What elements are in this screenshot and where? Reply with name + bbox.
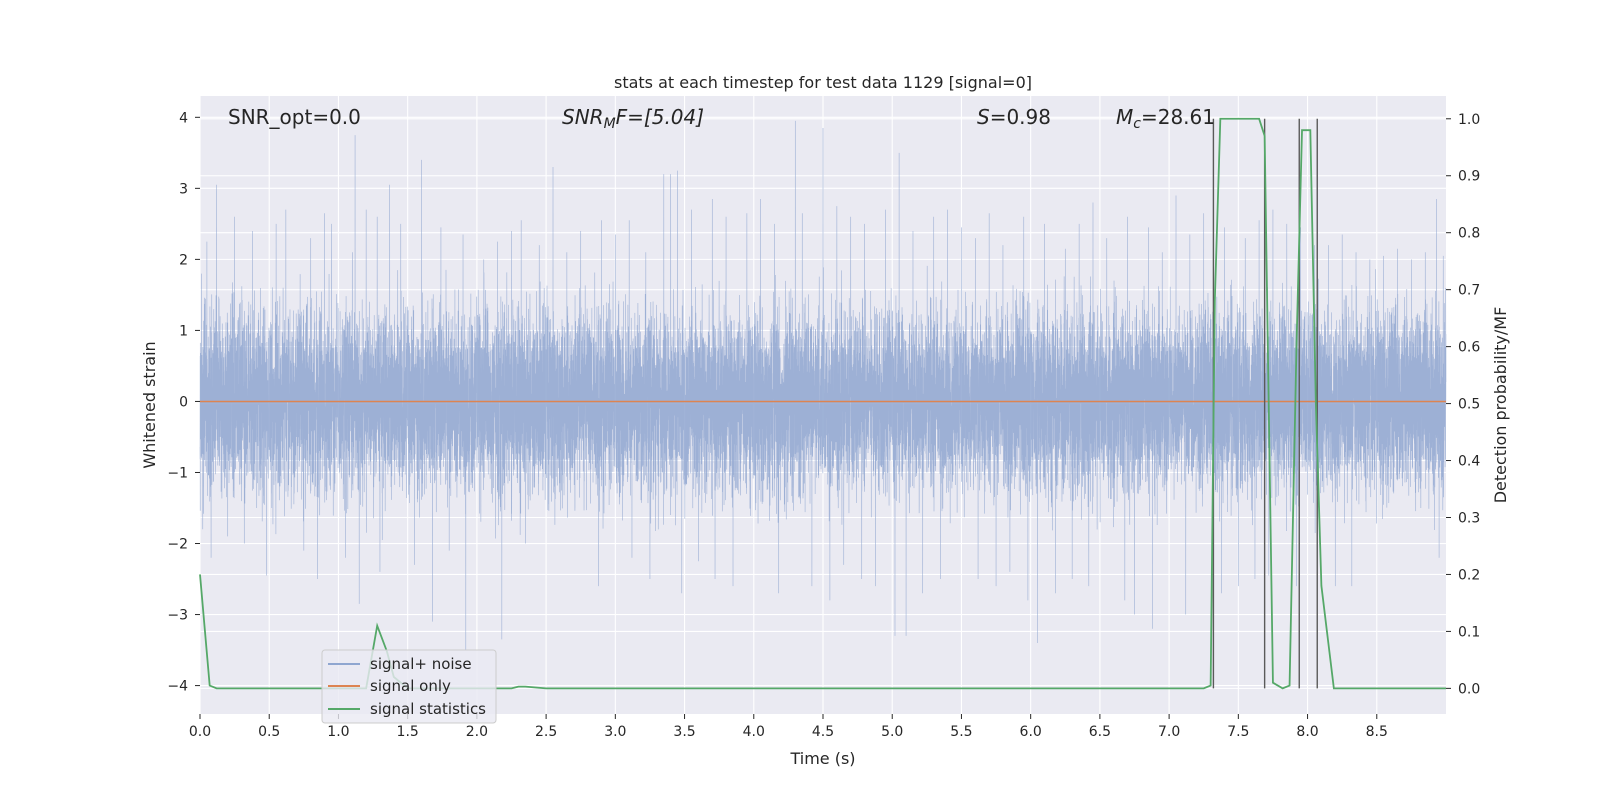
snr-mf-rest: F=[5.04] bbox=[616, 105, 704, 129]
x-tick-label: 6.5 bbox=[1089, 724, 1111, 740]
legend-label-signal-noise: signal+ noise bbox=[370, 655, 472, 673]
signal-noise-line bbox=[199, 120, 1447, 651]
y-tick-label: 4 bbox=[179, 110, 188, 126]
snr-mf-sub: M bbox=[604, 116, 616, 132]
legend-frame bbox=[321, 649, 497, 724]
x-axis: 0.0 0.5 1.0 1.5 2.0 2.5 3.0 3.5 4.0 4.5 5.0 5.5 6.0 6… bbox=[189, 714, 1388, 740]
legend-label-signal-statistics: signal statistics bbox=[370, 700, 486, 718]
y-axis-right: 1.0 0.9 0.8 0.7 0.6 0.5 0.4 0.3 0.2 0.1 0.0 bbox=[1446, 112, 1480, 697]
s-rest: =0.98 bbox=[990, 105, 1051, 129]
x-tick-label: 5.0 bbox=[881, 724, 903, 740]
y2-tick-label: 1.0 bbox=[1458, 112, 1480, 128]
y-axis-left: 4 3 2 1 0 −1 −2 −3 −4 bbox=[167, 110, 200, 695]
y-tick-label: −3 bbox=[167, 608, 188, 624]
y2-tick-label: 0.7 bbox=[1458, 283, 1480, 299]
y2-tick-label: 0.3 bbox=[1458, 510, 1480, 526]
x-tick-label: 0.5 bbox=[258, 724, 280, 740]
y-tick-label: 0 bbox=[179, 394, 188, 410]
y-axis-label: Whitened strain bbox=[140, 341, 159, 468]
x-tick-label: 5.5 bbox=[950, 724, 972, 740]
mc-rest: =28.61 bbox=[1141, 105, 1215, 129]
y2-axis-label: Detection probability/MF bbox=[1491, 307, 1510, 504]
x-tick-label: 8.5 bbox=[1366, 724, 1388, 740]
snr-opt-annotation: SNR_opt=0.0 bbox=[228, 105, 361, 129]
y-tick-label: −2 bbox=[167, 537, 188, 553]
snr-mf-main: SNR bbox=[562, 105, 604, 129]
mc-annotation: Mc=28.61 bbox=[1116, 105, 1215, 132]
s-main: S bbox=[977, 105, 990, 129]
x-tick-label: 4.0 bbox=[743, 724, 765, 740]
x-tick-label: 0.0 bbox=[189, 724, 211, 740]
x-tick-label: 8.0 bbox=[1296, 724, 1318, 740]
y2-tick-label: 0.1 bbox=[1458, 624, 1480, 640]
y2-tick-label: 0.6 bbox=[1458, 340, 1480, 356]
y-tick-label: 2 bbox=[179, 252, 188, 268]
y2-tick-label: 0.8 bbox=[1458, 226, 1480, 242]
x-tick-label: 2.5 bbox=[535, 724, 557, 740]
y2-tick-label: 0.9 bbox=[1458, 169, 1480, 185]
y-tick-label: −1 bbox=[167, 465, 188, 481]
y-tick-label: −4 bbox=[167, 679, 188, 695]
legend-label-signal-only: signal only bbox=[370, 677, 451, 695]
x-tick-label: 7.5 bbox=[1227, 724, 1249, 740]
snr-mf-annotation: SNRMF=[5.04] bbox=[562, 105, 704, 132]
x-axis-label: Time (s) bbox=[789, 749, 855, 768]
x-tick-label: 1.0 bbox=[327, 724, 349, 740]
x-tick-label: 4.5 bbox=[812, 724, 834, 740]
mc-sub: c bbox=[1133, 116, 1141, 132]
x-tick-label: 6.0 bbox=[1020, 724, 1042, 740]
x-tick-label: 2.0 bbox=[466, 724, 488, 740]
chart-title: stats at each timestep for test data 112… bbox=[614, 73, 1032, 92]
x-tick-label: 3.5 bbox=[673, 724, 695, 740]
y2-tick-label: 0.5 bbox=[1458, 397, 1480, 413]
y-tick-label: 3 bbox=[179, 181, 188, 197]
x-tick-label: 3.0 bbox=[604, 724, 626, 740]
y2-tick-label: 0.0 bbox=[1458, 681, 1480, 697]
signal-noise-series bbox=[199, 120, 1447, 651]
x-tick-label: 1.5 bbox=[397, 724, 419, 740]
mc-main: M bbox=[1116, 105, 1133, 129]
y2-tick-label: 0.2 bbox=[1458, 567, 1480, 583]
s-annotation: S=0.98 bbox=[977, 105, 1051, 129]
y2-tick-label: 0.4 bbox=[1458, 454, 1480, 470]
legend: signal+ noise signal only signal statist… bbox=[321, 649, 497, 724]
y-tick-label: 1 bbox=[179, 323, 188, 339]
x-tick-label: 7.0 bbox=[1158, 724, 1180, 740]
